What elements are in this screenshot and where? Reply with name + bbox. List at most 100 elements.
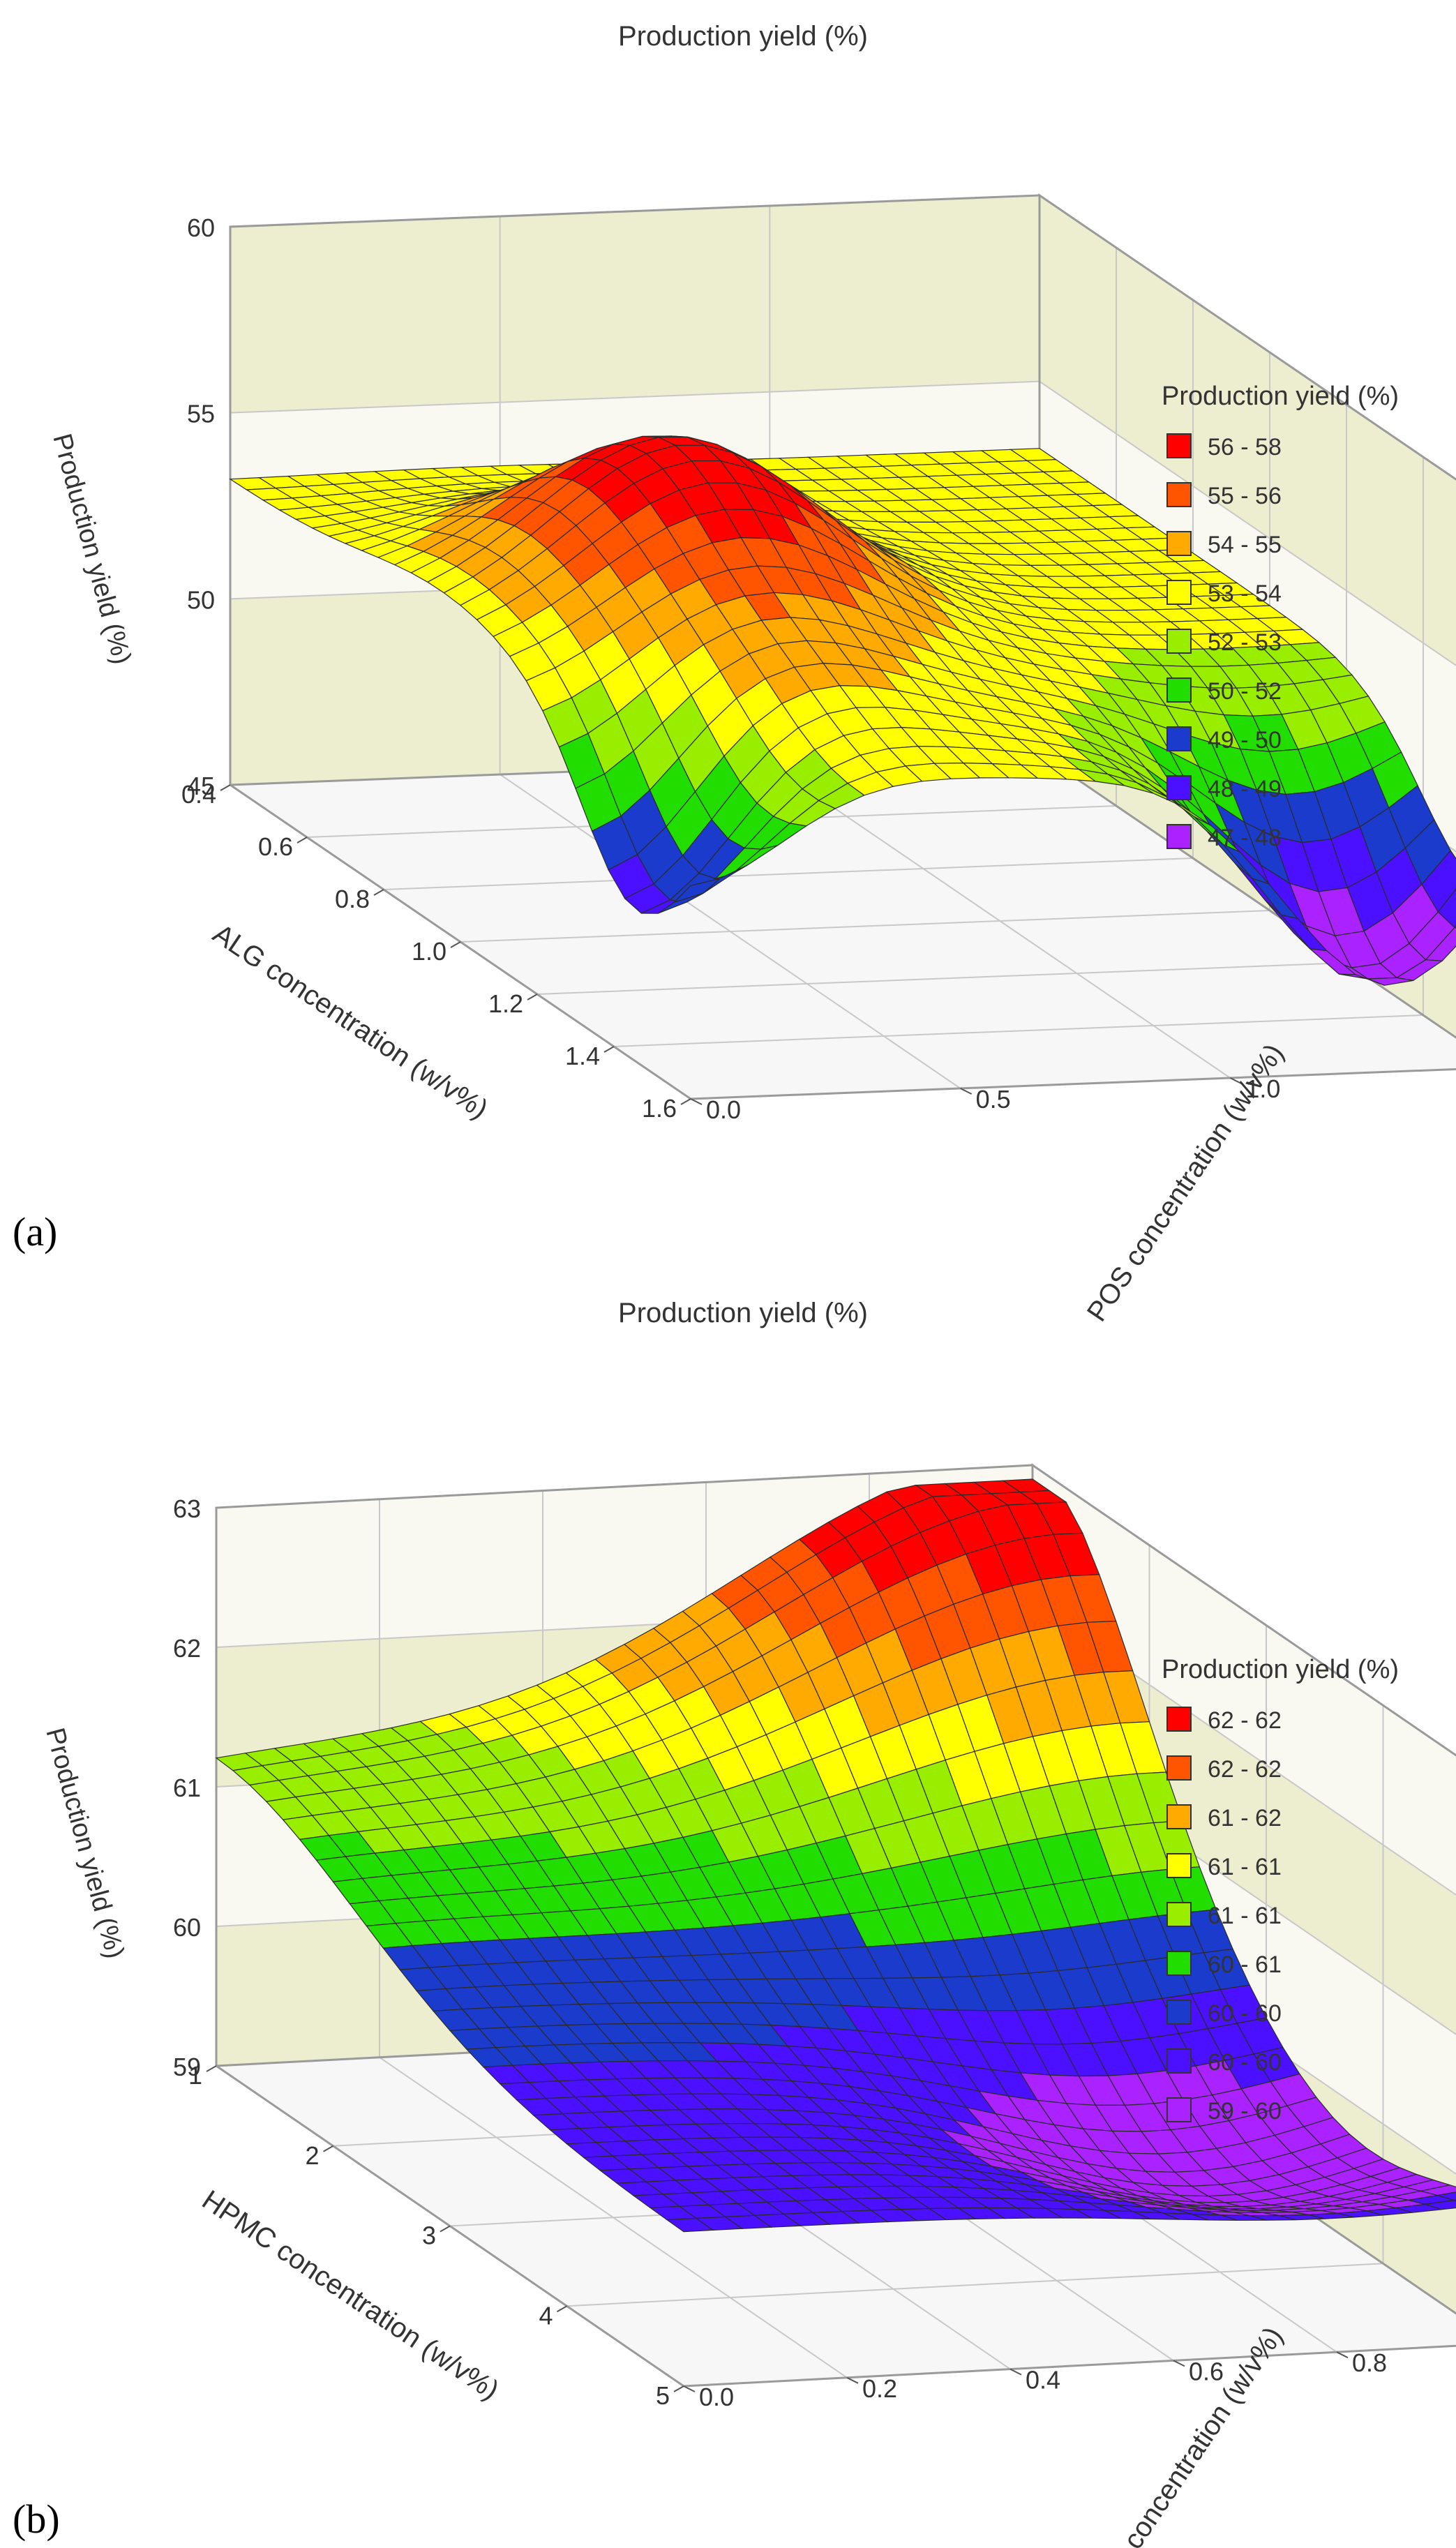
y-tick-mark <box>846 2376 859 2384</box>
legend-label: 52 - 53 <box>1208 629 1282 656</box>
y-tick-label: 0.4 <box>1026 2366 1060 2395</box>
legend-swatch <box>1166 1853 1192 1878</box>
legend-label: 61 - 62 <box>1208 1805 1282 1831</box>
x-tick-label: 5 <box>656 2381 670 2410</box>
z-tick-label: 60 <box>187 213 215 242</box>
z-tick-label: 63 <box>173 1494 201 1523</box>
surface-mesh <box>215 1478 1456 2233</box>
x-tick-mark <box>440 2225 451 2233</box>
x-tick-mark <box>323 2145 333 2152</box>
legend-swatch <box>1166 1707 1192 1732</box>
legend-swatch <box>1166 580 1192 605</box>
x-tick-label: 1.2 <box>488 989 523 1018</box>
x-tick-mark <box>206 2065 217 2072</box>
y-tick-mark <box>960 1088 973 1095</box>
x-tick-label: 3 <box>422 2221 436 2250</box>
x-axis-label: ALG concentration (w/v%) <box>207 918 493 1125</box>
legend-label: 62 - 62 <box>1208 1707 1282 1734</box>
z-tick-label: 61 <box>173 1774 201 1802</box>
panel-label: (a) <box>13 1209 57 1254</box>
legend-swatch <box>1166 1902 1192 1927</box>
legend-label: 60 - 60 <box>1208 2049 1282 2076</box>
y-tick-label: 0.5 <box>976 1085 1011 1114</box>
y-tick-label: 0.6 <box>1189 2357 1224 2385</box>
x-tick-label: 0.4 <box>181 780 216 809</box>
x-tick-label: 1.0 <box>412 937 446 966</box>
y-tick-mark <box>683 2385 696 2392</box>
z-tick-label: 62 <box>173 1634 201 1663</box>
legend-swatch <box>1166 629 1192 654</box>
wall-band-right <box>1040 195 1456 666</box>
wall-band-left <box>230 195 1040 413</box>
y-tick-mark <box>690 1098 703 1105</box>
x-tick-mark <box>297 837 308 844</box>
surface-cell <box>666 2217 714 2233</box>
y-tick-mark <box>1336 2351 1349 2359</box>
legend-label: 56 - 58 <box>1208 434 1282 460</box>
legend-swatch <box>1166 775 1192 800</box>
legend-label: 55 - 56 <box>1208 483 1282 509</box>
surface-mesh <box>229 435 1456 986</box>
legend: Production yield (%) 56 - 58 55 - 56 54 - 5… <box>1162 382 1399 851</box>
chart-panel-b: Production yield (%) 59 60 61 62 63 Production… <box>13 1298 1456 2548</box>
legend-label: 59 - 60 <box>1208 2098 1282 2124</box>
x-tick-label: 0.6 <box>258 832 293 861</box>
z-tick-label: 55 <box>187 400 215 428</box>
legend-label: 49 - 50 <box>1208 727 1282 754</box>
legend-swatch <box>1166 824 1192 849</box>
legend-swatch <box>1166 2048 1192 2074</box>
y-tick-label: 0.2 <box>862 2374 897 2403</box>
legend-swatch <box>1166 677 1192 703</box>
x-tick-mark <box>373 889 384 896</box>
legend-label: 47 - 48 <box>1208 825 1282 851</box>
x-tick-label: 4 <box>539 2301 553 2330</box>
z-axis-label: Production yield (%) <box>40 1725 130 1961</box>
x-tick-mark <box>557 2305 567 2313</box>
legend-swatch <box>1166 2000 1192 2025</box>
legend-label: 61 - 61 <box>1208 1854 1282 1880</box>
z-axis-label: Production yield (%) <box>47 430 137 667</box>
legend-swatch <box>1166 1755 1192 1781</box>
z-tick-label: 60 <box>173 1913 201 1942</box>
y-tick-mark <box>1229 1077 1242 1084</box>
x-tick-mark <box>603 1046 615 1053</box>
chart-title: Production yield (%) <box>618 1298 868 1328</box>
legend-swatch <box>1166 2097 1192 2122</box>
surface-cell <box>673 878 720 903</box>
z-tick-label: 50 <box>187 585 215 614</box>
legend-label: 48 - 49 <box>1208 776 1282 802</box>
x-tick-mark <box>220 784 231 791</box>
legend-swatch <box>1166 433 1192 458</box>
legend-swatch <box>1166 1804 1192 1829</box>
x-tick-mark <box>527 994 538 1001</box>
legend: Production yield (%) 62 - 62 62 - 62 61 - 6… <box>1162 1655 1399 2124</box>
floor-plane <box>230 754 1456 1099</box>
x-tick-label: 1.6 <box>642 1094 677 1123</box>
x-tick-mark <box>680 1098 691 1105</box>
z-tick-label: 45 <box>187 772 215 800</box>
x-tick-label: 2 <box>305 2141 319 2170</box>
chart-title: Production yield (%) <box>618 21 868 52</box>
legend-swatch <box>1166 482 1192 507</box>
legend-label: 50 - 52 <box>1208 678 1282 705</box>
y-tick-label: 1.0 <box>1245 1074 1280 1103</box>
x-tick-mark <box>450 941 461 948</box>
legend-swatch <box>1166 1951 1192 1976</box>
legend-swatch <box>1166 531 1192 556</box>
y-tick-label: 0.0 <box>699 2383 734 2411</box>
legend-label: 60 - 61 <box>1208 1951 1282 1978</box>
legend-swatch <box>1166 726 1192 751</box>
legend-title: Production yield (%) <box>1162 382 1399 411</box>
y-tick-mark <box>1173 2360 1185 2367</box>
legend-label: 53 - 54 <box>1208 580 1282 607</box>
legend-label: 60 - 60 <box>1208 2000 1282 2027</box>
legend-label: 54 - 55 <box>1208 532 1282 558</box>
x-tick-label: 0.8 <box>335 885 370 913</box>
y-tick-mark <box>1010 2368 1022 2376</box>
chart-panel-a: Production yield (%) 45 50 55 60 Production y… <box>13 21 1456 1327</box>
x-tick-mark <box>673 2385 684 2392</box>
y-tick-label: 0.0 <box>706 1095 741 1124</box>
wall-band-right <box>1033 1465 1456 1895</box>
legend-label: 62 - 62 <box>1208 1756 1282 1783</box>
